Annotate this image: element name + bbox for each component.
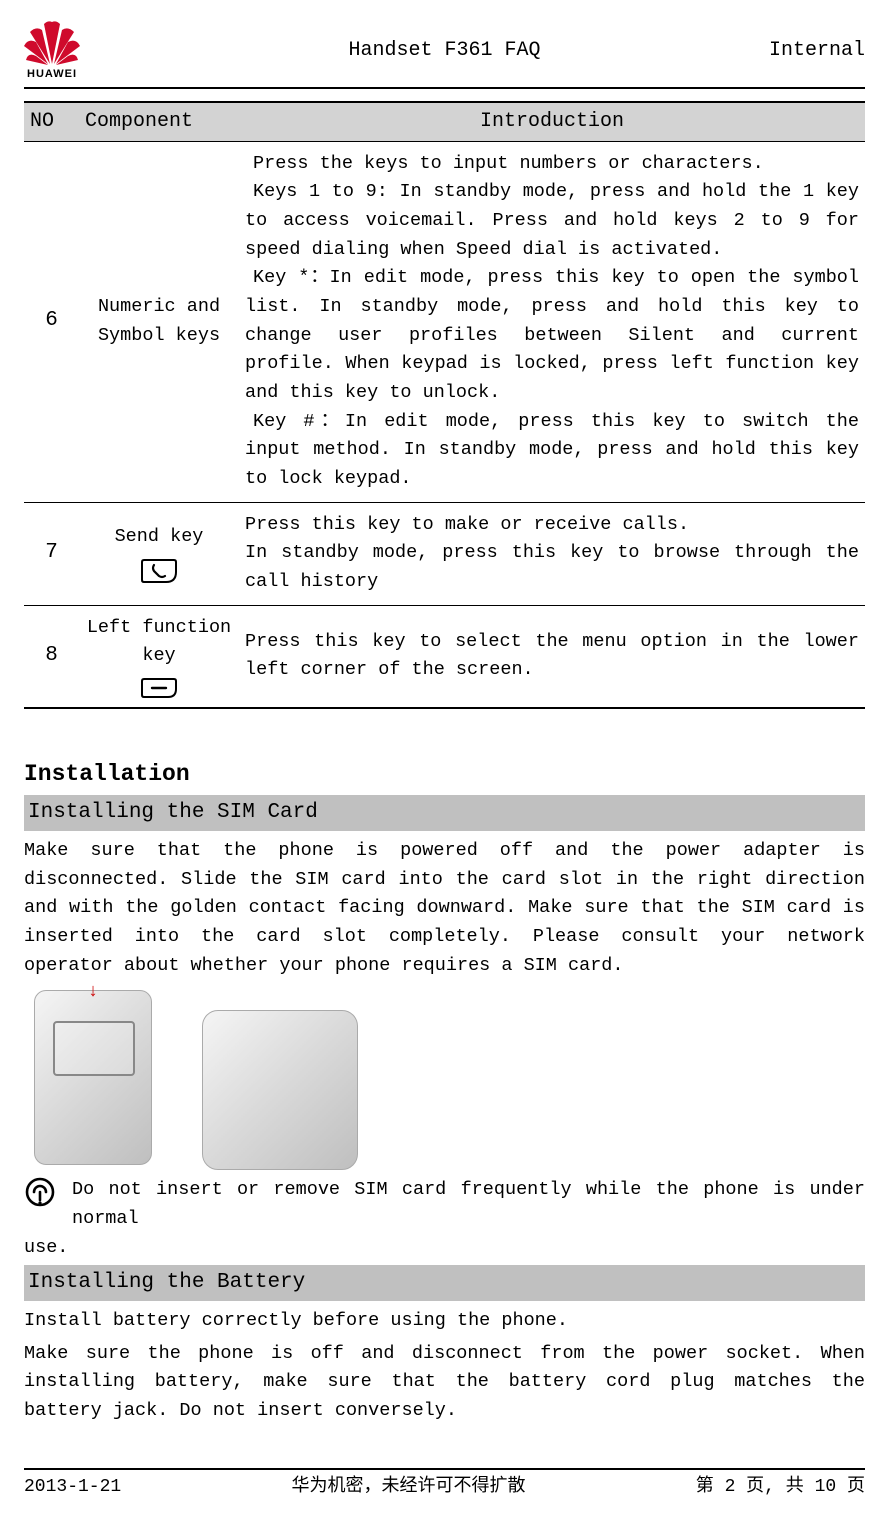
caution-note: Do not insert or remove SIM card frequen… [24, 1176, 865, 1233]
sim-illustration-1 [34, 990, 152, 1165]
sim-body: Make sure that the phone is powered off … [24, 837, 865, 980]
th-component: Component [79, 102, 239, 142]
intro-line: Press this key to make or receive calls. [245, 511, 859, 540]
components-table: NO Component Introduction 6 Numeric and … [24, 101, 865, 709]
cell-no: 8 [24, 605, 79, 708]
footer-divider [24, 1468, 865, 1470]
table-row: 8 Left function key Press this key to se… [24, 605, 865, 708]
header-divider [24, 87, 865, 89]
component-label: Left function key [87, 617, 231, 667]
cell-intro: Press the keys to input numbers or chara… [239, 141, 865, 502]
table-row: 7 Send key Press this key to make or rec… [24, 502, 865, 605]
header-title: Handset F361 FAQ [348, 36, 540, 66]
caution-text-line2: use. [24, 1234, 865, 1262]
intro-line: Key #：In edit mode, press this key to sw… [245, 408, 859, 494]
huawei-logo-icon [24, 20, 80, 66]
page-header: HUAWEI Handset F361 FAQ Internal [24, 20, 865, 87]
subsection-sim: Installing the SIM Card [24, 795, 865, 831]
left-function-key-icon [140, 677, 178, 699]
component-label: Send key [115, 526, 204, 547]
th-no: NO [24, 102, 79, 142]
caution-icon [24, 1176, 56, 1208]
cell-no: 7 [24, 502, 79, 605]
intro-line: Press this key to select the menu option… [245, 628, 859, 685]
footer-confidential: 华为机密，未经许可不得扩散 [292, 1474, 526, 1501]
cell-intro: Press this key to make or receive calls.… [239, 502, 865, 605]
intro-line: Keys 1 to 9: In standby mode, press and … [245, 178, 859, 264]
cell-component: Numeric and Symbol keys [79, 141, 239, 502]
subsection-battery: Installing the Battery [24, 1265, 865, 1301]
footer-page: 第 2 页, 共 10 页 [696, 1474, 865, 1501]
send-key-icon [140, 558, 178, 584]
huawei-logo: HUAWEI [24, 20, 80, 83]
battery-body-1: Install battery correctly before using t… [24, 1307, 865, 1336]
battery-body-2: Make sure the phone is off and disconnec… [24, 1340, 865, 1426]
page-footer: 2013-1-21 华为机密，未经许可不得扩散 第 2 页, 共 10 页 [24, 1468, 865, 1501]
intro-line: In standby mode, press this key to brows… [245, 539, 859, 596]
cell-component: Send key [79, 502, 239, 605]
sim-arrow-icon [88, 979, 99, 1006]
huawei-logo-text: HUAWEI [27, 66, 77, 83]
caution-text-line1: Do not insert or remove SIM card frequen… [72, 1176, 865, 1233]
th-introduction: Introduction [239, 102, 865, 142]
cell-no: 6 [24, 141, 79, 502]
sim-illustration-2 [202, 1010, 358, 1170]
footer-date: 2013-1-21 [24, 1474, 121, 1501]
intro-line: Key *：In edit mode, press this key to op… [245, 264, 859, 407]
table-row: 6 Numeric and Symbol keys Press the keys… [24, 141, 865, 502]
cell-component: Left function key [79, 605, 239, 708]
section-installation: Installation [24, 757, 865, 792]
cell-intro: Press this key to select the menu option… [239, 605, 865, 708]
header-classification: Internal [769, 36, 865, 66]
sim-illustrations [34, 990, 865, 1170]
intro-line: Press the keys to input numbers or chara… [245, 150, 859, 179]
